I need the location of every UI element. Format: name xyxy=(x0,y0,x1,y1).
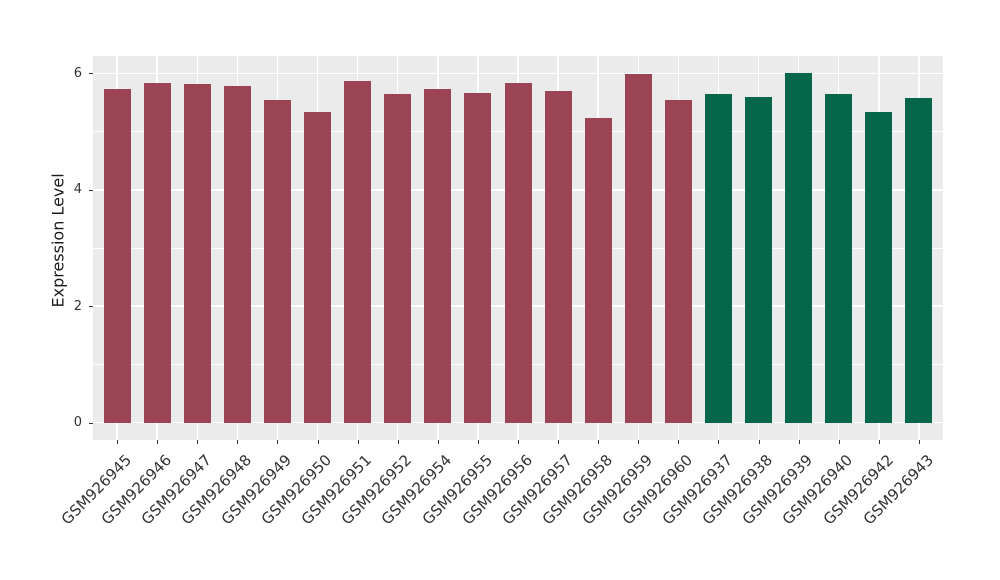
y-axis-title: Expression Level xyxy=(48,173,68,308)
x-tick xyxy=(477,440,479,444)
x-tick xyxy=(838,440,840,444)
bar-GSM926951 xyxy=(344,81,372,423)
bar-GSM926958 xyxy=(584,118,612,423)
x-tick xyxy=(117,440,119,444)
bar-GSM926940 xyxy=(825,94,853,423)
bar-GSM926952 xyxy=(384,94,412,423)
x-tick xyxy=(157,440,159,444)
y-tick xyxy=(89,422,93,424)
y-tick xyxy=(89,73,93,75)
bar-GSM926950 xyxy=(304,112,332,423)
bar-GSM926946 xyxy=(143,82,171,423)
bar-GSM926947 xyxy=(183,83,211,423)
y-tick-label: 6 xyxy=(73,65,82,81)
x-tick xyxy=(518,440,519,444)
bar-GSM926949 xyxy=(263,99,291,423)
x-tick xyxy=(598,440,600,444)
bar-GSM926955 xyxy=(464,93,492,423)
bar-GSM926942 xyxy=(865,111,893,423)
x-tick xyxy=(558,440,560,444)
bar-GSM926956 xyxy=(504,83,532,423)
x-tick xyxy=(357,440,359,444)
x-tick xyxy=(918,440,920,444)
bar-GSM926939 xyxy=(785,73,813,423)
bar-GSM926937 xyxy=(704,94,732,423)
y-tick-label: 4 xyxy=(73,182,82,198)
x-tick xyxy=(718,440,720,444)
bar-GSM926954 xyxy=(424,89,452,423)
x-tick xyxy=(758,440,760,444)
bar-GSM926938 xyxy=(745,96,773,423)
x-tick xyxy=(638,440,640,444)
x-tick xyxy=(798,440,800,444)
bar-GSM926960 xyxy=(664,99,692,423)
bar-GSM926943 xyxy=(905,98,933,423)
x-tick xyxy=(397,440,399,444)
bar-GSM926957 xyxy=(544,90,572,423)
bar-GSM926948 xyxy=(223,85,251,423)
x-tick xyxy=(678,440,680,444)
x-tick xyxy=(317,440,319,444)
plot-panel xyxy=(93,56,943,440)
bar-GSM926945 xyxy=(103,88,131,423)
x-tick xyxy=(878,440,880,444)
y-tick xyxy=(89,189,93,191)
x-tick xyxy=(237,440,239,444)
x-tick xyxy=(277,440,279,444)
y-tick xyxy=(89,306,93,308)
x-tick xyxy=(197,440,199,444)
x-tick xyxy=(437,440,439,444)
bar-GSM926959 xyxy=(624,74,652,423)
y-tick-label: 0 xyxy=(73,415,82,431)
y-tick-label: 2 xyxy=(73,298,82,314)
